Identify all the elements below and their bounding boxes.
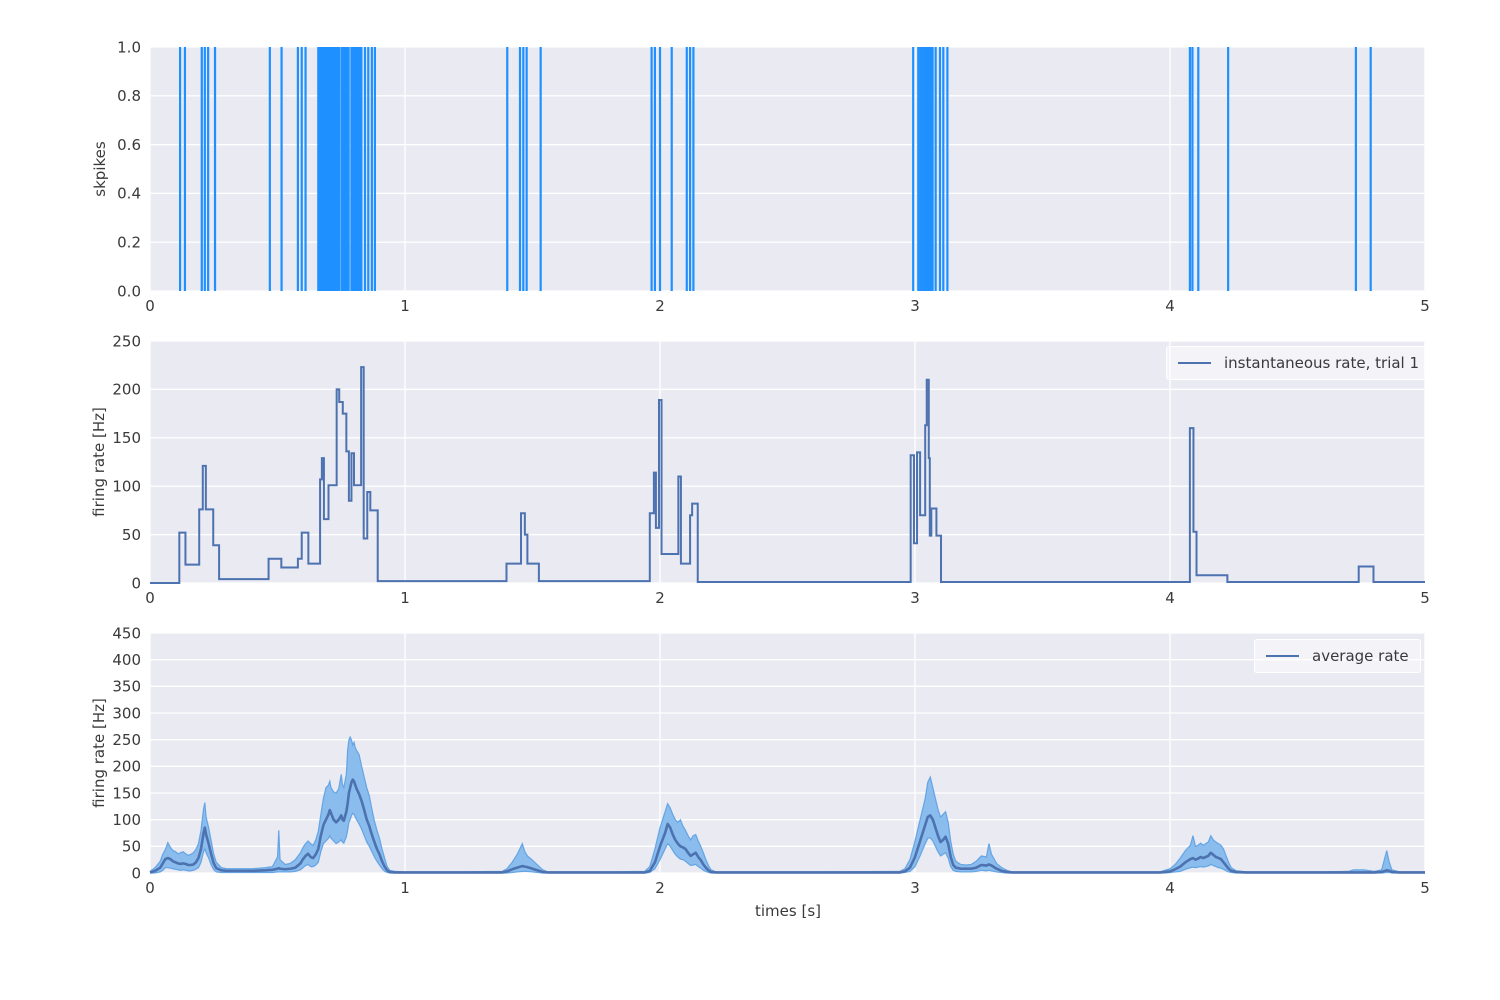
x-tick-label: 2 <box>655 589 665 607</box>
y-tick-label: 0.8 <box>117 87 141 105</box>
x-tick-label: 5 <box>1420 297 1430 315</box>
legend-label-instantaneous: instantaneous rate, trial 1 <box>1224 354 1420 372</box>
confidence-band <box>150 737 1425 873</box>
x-tick-label: 1 <box>400 589 410 607</box>
y-tick-label: 200 <box>112 758 141 776</box>
x-tick-label: 1 <box>400 297 410 315</box>
x-tick-label: 4 <box>1165 297 1175 315</box>
y-tick-label: 1.0 <box>117 38 141 56</box>
y-tick-label: 200 <box>112 381 141 399</box>
instantaneous-rate-line <box>150 366 1425 584</box>
y-tick-label: 300 <box>112 704 141 722</box>
y-tick-label: 50 <box>122 838 141 856</box>
y-tick-label: 250 <box>112 731 141 749</box>
y-tick-label: 400 <box>112 651 141 669</box>
y-tick-label: 0.0 <box>117 282 141 300</box>
y-tick-label: 350 <box>112 678 141 696</box>
y-tick-label: 150 <box>112 429 141 447</box>
x-tick-label: 0 <box>145 589 155 607</box>
x-tick-label: 5 <box>1420 589 1430 607</box>
y-tick-label: 0.4 <box>117 185 141 203</box>
y-tick-label: 250 <box>112 332 141 350</box>
legend-line-sample-instantaneous <box>1178 362 1211 364</box>
y-tick-label: 100 <box>112 477 141 495</box>
y-tick-label: 50 <box>122 526 141 544</box>
y-tick-label: 450 <box>112 624 141 642</box>
x-tick-label: 3 <box>910 589 920 607</box>
x-tick-label: 0 <box>145 297 155 315</box>
legend-label-average: average rate <box>1312 647 1409 665</box>
legend-instantaneous-rate: instantaneous rate, trial 1 <box>1166 346 1432 380</box>
legend-average-rate: average rate <box>1254 639 1421 673</box>
x-tick-label: 2 <box>655 879 665 897</box>
y-tick-label: 0 <box>131 864 141 882</box>
x-tick-label: 0 <box>145 879 155 897</box>
y-axis-label-firing-rate-average: firing rate [Hz] <box>90 698 108 808</box>
x-tick-label: 3 <box>910 879 920 897</box>
x-tick-label: 2 <box>655 297 665 315</box>
y-tick-label: 100 <box>112 811 141 829</box>
y-tick-label: 0 <box>131 574 141 592</box>
x-axis-label-times: times [s] <box>755 902 821 920</box>
y-tick-label: 150 <box>112 784 141 802</box>
average-rate-line <box>149 778 1425 874</box>
x-tick-label: 5 <box>1420 879 1430 897</box>
y-axis-label-spikes: skpikes <box>91 141 109 197</box>
x-tick-label: 4 <box>1165 879 1175 897</box>
y-axis-label-firing-rate-trial: firing rate [Hz] <box>90 407 108 517</box>
plot-background <box>150 341 1425 583</box>
y-tick-label: 0.6 <box>117 136 141 154</box>
x-tick-label: 1 <box>400 879 410 897</box>
x-tick-label: 4 <box>1165 589 1175 607</box>
legend-line-sample-average <box>1266 655 1299 657</box>
y-tick-label: 0.2 <box>117 233 141 251</box>
plot-background <box>150 47 1425 291</box>
x-tick-label: 3 <box>910 297 920 315</box>
